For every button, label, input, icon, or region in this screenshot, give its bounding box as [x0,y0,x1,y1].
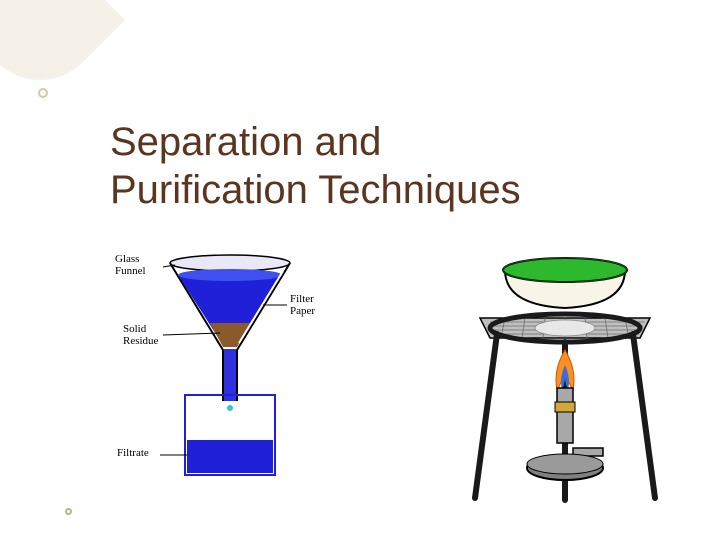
evaporation-diagram [445,230,685,510]
label-filtrate: Filtrate [117,447,149,459]
filtration-svg [115,245,345,505]
title-line-2: Purification Techniques [110,168,521,212]
accent-circle-icon [38,88,48,98]
label-filter-paper: Filter Paper [290,293,315,317]
page-title: Separation and Purification Techniques [110,118,521,214]
label-glass-funnel: Glass Funnel [115,253,146,277]
title-line-1: Separation and [110,120,381,164]
label-solid-residue: Solid Residue [123,323,158,347]
accent-circle-icon [65,508,72,515]
filtration-diagram: Glass Funnel Solid Residue Filter Paper … [115,245,345,505]
evaporation-svg [445,230,685,520]
